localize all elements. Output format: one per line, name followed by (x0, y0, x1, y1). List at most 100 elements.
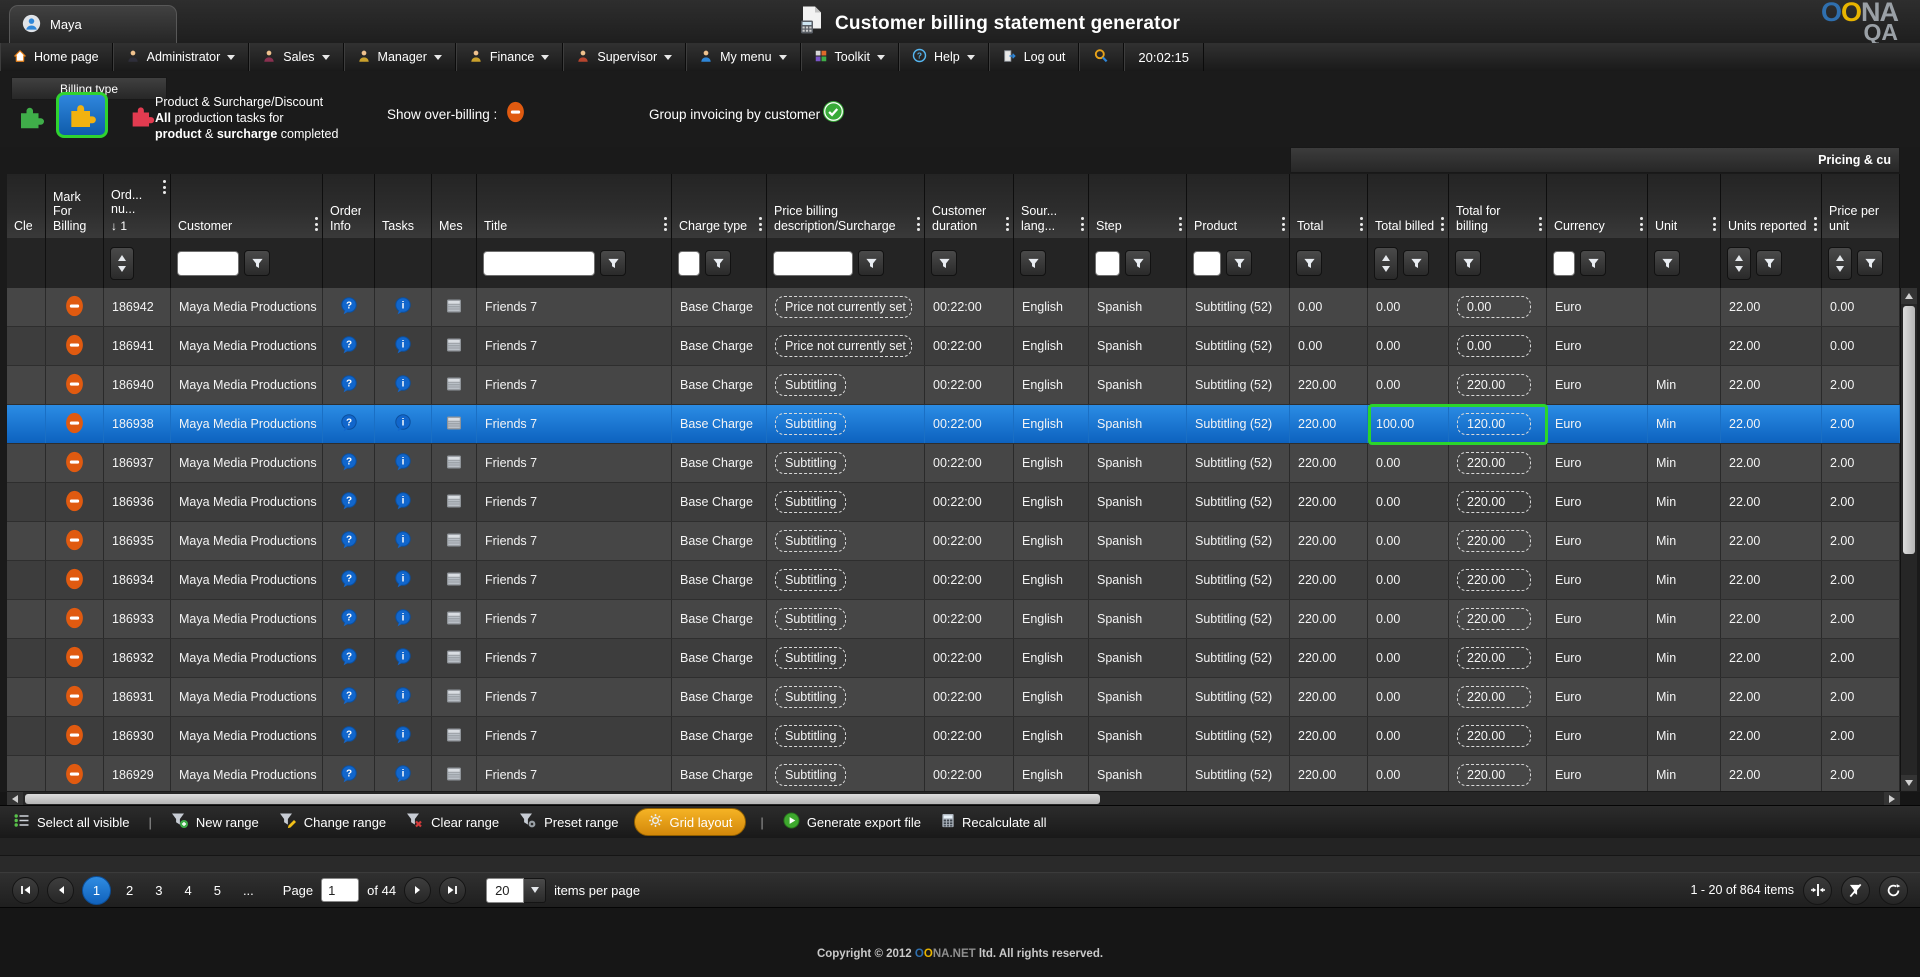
menu-item-administrator[interactable]: Administrator (113, 43, 250, 71)
message-icon[interactable] (445, 493, 463, 512)
price-description-field[interactable]: Subtitling (775, 725, 846, 747)
tasks-info-icon[interactable]: i (393, 569, 413, 592)
table-row-186940[interactable]: 186940Maya Media Productions?iFriends 7B… (7, 366, 1900, 405)
scroll-right-icon[interactable] (1884, 792, 1900, 805)
total-for-billing-field[interactable]: 220.00 (1457, 374, 1531, 396)
table-row-186941[interactable]: 186941Maya Media Productions?iFriends 7B… (7, 327, 1900, 366)
column-header-customer[interactable]: Customer (171, 174, 323, 238)
filter-funnel-icon-title[interactable] (600, 250, 626, 276)
menu-item-help[interactable]: ?Help (899, 43, 989, 71)
column-header-currency[interactable]: Currency (1547, 174, 1648, 238)
mark-for-billing-icon[interactable] (64, 606, 85, 633)
vertical-scroll-thumb[interactable] (1903, 306, 1915, 554)
order-info-icon[interactable]: ? (339, 452, 359, 475)
total-for-billing-field[interactable]: 120.00 (1457, 413, 1531, 435)
total-for-billing-field[interactable]: 220.00 (1457, 686, 1531, 708)
price-description-field[interactable]: Subtitling (775, 686, 846, 708)
column-header-tasks[interactable]: Tasks (375, 174, 432, 238)
column-menu-icon[interactable] (1814, 217, 1817, 231)
message-icon[interactable] (445, 454, 463, 473)
column-header-charge[interactable]: Charge type (672, 174, 767, 238)
filter-input-customer[interactable] (177, 251, 239, 276)
filter-funnel-icon-product[interactable] (1226, 250, 1252, 276)
total-for-billing-field[interactable]: 220.00 (1457, 725, 1531, 747)
table-row-186938[interactable]: 186938Maya Media Productions?iFriends 7B… (7, 405, 1900, 444)
filter-funnel-icon-charge[interactable] (705, 250, 731, 276)
tasks-info-icon[interactable]: i (393, 335, 413, 358)
filter-funnel-icon-units[interactable] (1756, 250, 1782, 276)
column-header-info[interactable]: Order Info (323, 174, 375, 238)
filter-funnel-icon-currency[interactable] (1580, 250, 1606, 276)
column-header-ppu[interactable]: Price per unit (1822, 174, 1900, 238)
order-info-icon[interactable]: ? (339, 296, 359, 319)
price-description-field[interactable]: Subtitling (775, 413, 846, 435)
column-header-clear[interactable]: Clear (7, 174, 46, 238)
total-for-billing-field[interactable]: 220.00 (1457, 530, 1531, 552)
scroll-left-icon[interactable] (7, 792, 23, 805)
total-for-billing-field[interactable]: 220.00 (1457, 452, 1531, 474)
new-range-button[interactable]: New range (166, 808, 264, 836)
refresh-button[interactable] (1879, 876, 1908, 905)
column-menu-icon[interactable] (664, 217, 667, 231)
menu-item-manager[interactable]: Manager (344, 43, 456, 71)
tasks-info-icon[interactable]: i (393, 491, 413, 514)
filter-spinner-ord[interactable] (110, 247, 134, 280)
filter-spinner-ppu[interactable] (1828, 247, 1852, 280)
price-description-field[interactable]: Subtitling (775, 647, 846, 669)
table-row-186935[interactable]: 186935Maya Media Productions?iFriends 7B… (7, 522, 1900, 561)
filter-funnel-icon-ppu[interactable] (1857, 250, 1883, 276)
mark-for-billing-icon[interactable] (64, 294, 85, 321)
price-description-field[interactable]: Subtitling (775, 764, 846, 786)
page-number-5[interactable]: 5 (207, 883, 228, 898)
column-menu-icon[interactable] (163, 180, 166, 194)
mark-for-billing-icon[interactable] (64, 723, 85, 750)
filter-spinner-units[interactable] (1727, 247, 1751, 280)
price-description-field[interactable]: Subtitling (775, 491, 846, 513)
price-description-field[interactable]: Subtitling (775, 569, 846, 591)
message-icon[interactable] (445, 337, 463, 356)
column-header-price[interactable]: Price billing description/Surcharge (767, 174, 925, 238)
show-over-billing-toggle-off-icon[interactable] (505, 100, 526, 129)
column-header-title[interactable]: Title (477, 174, 672, 238)
menu-item-log-out[interactable]: Log out (989, 43, 1080, 71)
message-icon[interactable] (445, 298, 463, 317)
column-header-duration[interactable]: Customer duration (925, 174, 1014, 238)
order-info-icon[interactable]: ? (339, 725, 359, 748)
column-header-message[interactable]: Message (432, 174, 477, 238)
column-header-product[interactable]: Product (1187, 174, 1290, 238)
table-row-186930[interactable]: 186930Maya Media Productions?iFriends 7B… (7, 717, 1900, 756)
table-row-186932[interactable]: 186932Maya Media Productions?iFriends 7B… (7, 639, 1900, 678)
clear-filters-button[interactable] (1841, 876, 1870, 905)
table-row-186936[interactable]: 186936Maya Media Productions?iFriends 7B… (7, 483, 1900, 522)
tasks-info-icon[interactable]: i (393, 413, 413, 436)
column-menu-icon[interactable] (1282, 217, 1285, 231)
price-description-field[interactable]: Subtitling (775, 608, 846, 630)
column-menu-icon[interactable] (917, 217, 920, 231)
filter-input-price[interactable] (773, 251, 853, 276)
total-for-billing-field[interactable]: 0.00 (1457, 296, 1531, 318)
filter-funnel-icon-lang[interactable] (1020, 250, 1046, 276)
page-number-current[interactable]: 1 (82, 876, 111, 905)
column-menu-icon[interactable] (315, 217, 318, 231)
filter-spinner-billed[interactable] (1374, 247, 1398, 280)
billing-type-surcharge-button[interactable] (128, 102, 156, 130)
mark-for-billing-icon[interactable] (64, 372, 85, 399)
filter-funnel-icon-price[interactable] (858, 250, 884, 276)
horizontal-scrollbar[interactable] (7, 792, 1900, 805)
chevron-down-icon[interactable] (524, 878, 546, 903)
filter-input-product[interactable] (1193, 251, 1221, 276)
tasks-info-icon[interactable]: i (393, 296, 413, 319)
tasks-info-icon[interactable]: i (393, 647, 413, 670)
message-icon[interactable] (445, 376, 463, 395)
message-icon[interactable] (445, 571, 463, 590)
mark-for-billing-icon[interactable] (64, 489, 85, 516)
price-description-field[interactable]: Price not currently set (775, 296, 912, 318)
menu-item-finance[interactable]: Finance (456, 43, 563, 71)
page-number-3[interactable]: 3 (148, 883, 169, 898)
tasks-info-icon[interactable]: i (393, 374, 413, 397)
price-description-field[interactable]: Subtitling (775, 530, 846, 552)
grid-layout-button[interactable]: Grid layout (634, 808, 747, 836)
clear-range-button[interactable]: Clear range (401, 808, 504, 836)
recalculate-all-button[interactable]: Recalculate all (936, 809, 1052, 835)
table-row-186933[interactable]: 186933Maya Media Productions?iFriends 7B… (7, 600, 1900, 639)
